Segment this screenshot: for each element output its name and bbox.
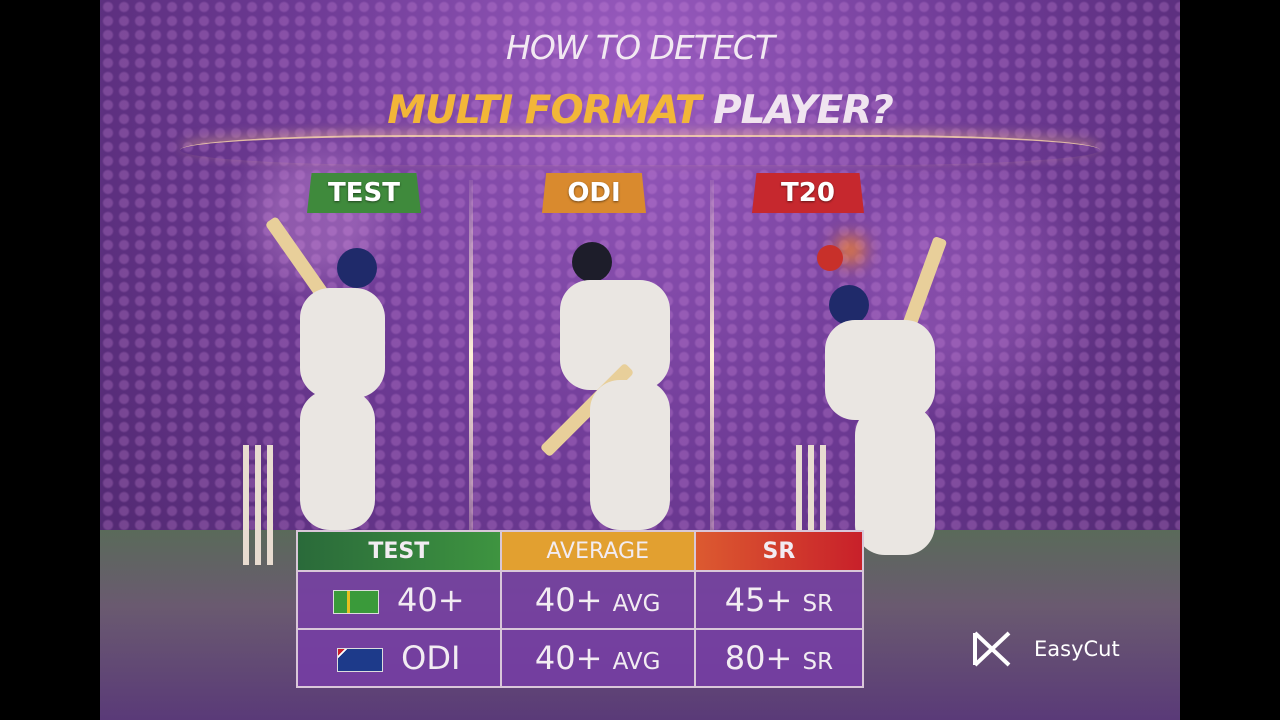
stumps — [267, 445, 273, 565]
sr-value: 45+ — [724, 581, 793, 619]
sr-cell: 45+ SR — [693, 570, 865, 630]
easycut-watermark: EasyCut — [972, 630, 1120, 668]
infographic: HOW TO DETECT MULTI FORMAT PLAYER? TEST … — [100, 0, 1180, 720]
average-cell: 40+ AVG — [499, 628, 696, 688]
sr-value: 80+ — [724, 639, 793, 677]
badge-odi: ODI — [542, 173, 646, 213]
average-cell: 40+ AVG — [499, 570, 696, 630]
stumps — [796, 445, 802, 565]
title-rest: PLAYER? — [713, 88, 894, 133]
south-africa-flag-icon — [332, 590, 379, 614]
format-value: 40+ — [396, 581, 465, 619]
format-cell: 40+ — [296, 570, 502, 630]
avg-value: 40+ — [534, 639, 603, 677]
title-line-1: HOW TO DETECT — [506, 28, 775, 67]
sr-unit: SR — [802, 591, 834, 617]
stumps — [808, 445, 814, 565]
easycut-logo-icon — [973, 631, 1011, 667]
stats-table: TEST AVERAGE SR 40+ 40+ AVG 45+ SR ODI 4… — [296, 530, 865, 688]
stumps — [243, 445, 249, 565]
badge-t20: T20 — [752, 173, 864, 213]
flaming-ball-icon — [817, 245, 843, 271]
stumps — [820, 445, 826, 565]
watermark-label: EasyCut — [1034, 637, 1120, 661]
avg-value: 40+ — [534, 581, 603, 619]
australia-flag-icon — [337, 648, 384, 672]
table-row: ODI 40+ AVG 80+ SR — [296, 628, 865, 688]
header-test: TEST — [296, 530, 502, 572]
stumps — [255, 445, 261, 565]
table-header-row: TEST AVERAGE SR — [296, 530, 865, 572]
avg-unit: AVG — [612, 649, 661, 675]
divider — [710, 180, 714, 530]
header-sr: SR — [693, 530, 865, 572]
header-average: AVERAGE — [499, 530, 696, 572]
glow-arc — [180, 135, 1100, 165]
format-value: ODI — [401, 639, 461, 677]
table-row: 40+ 40+ AVG 45+ SR — [296, 570, 865, 630]
badge-test: TEST — [307, 173, 421, 213]
format-cell: ODI — [296, 628, 502, 688]
sr-unit: SR — [802, 649, 834, 675]
divider — [469, 180, 473, 530]
avg-unit: AVG — [612, 591, 661, 617]
sr-cell: 80+ SR — [693, 628, 865, 688]
title-highlight: MULTI FORMAT — [387, 88, 701, 133]
title-line-2: MULTI FORMAT PLAYER? — [100, 88, 1180, 133]
